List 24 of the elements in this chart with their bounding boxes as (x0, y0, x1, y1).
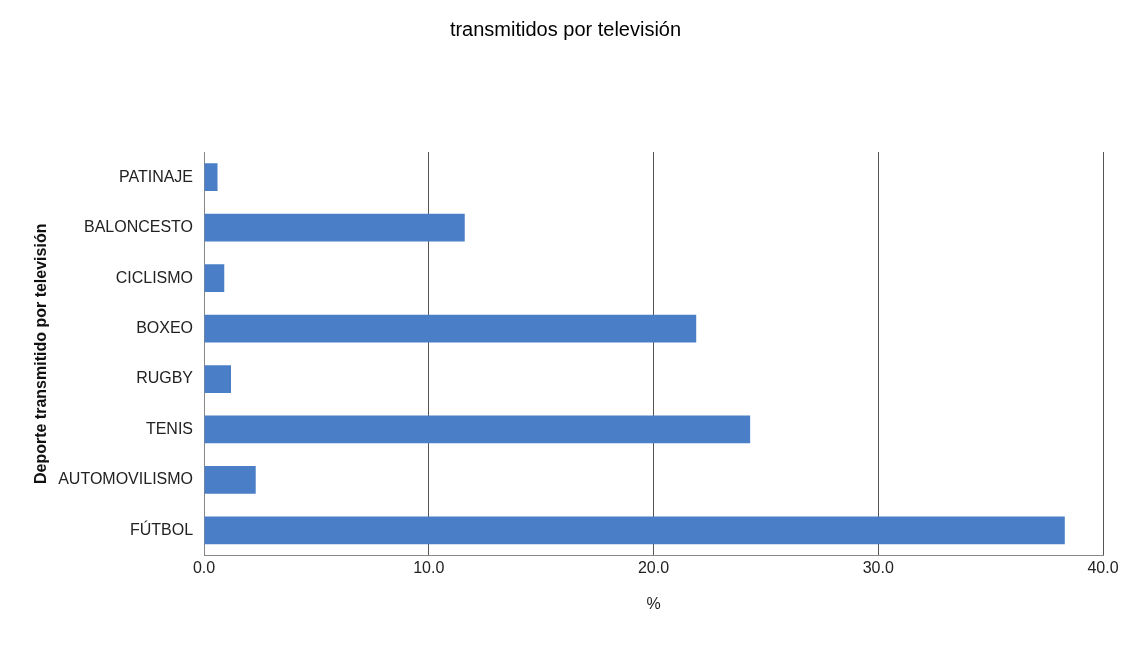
bar (204, 365, 232, 393)
x-tick-label: 10.0 (413, 558, 445, 576)
bar (204, 314, 697, 343)
x-tick-label: 0.0 (192, 558, 216, 576)
x-tick-label: 20.0 (637, 558, 670, 576)
y-tick-label: PATINAJE (118, 167, 194, 185)
y-tick-label: TENIS (145, 419, 194, 437)
y-tick-label: FÚTBOL (129, 519, 194, 538)
bar (204, 264, 225, 292)
y-tick-label: CICLISMO (115, 268, 194, 286)
bar (204, 163, 218, 192)
y-tick-label: RUGBY (136, 369, 194, 387)
y-tick-label: BOXEO (136, 318, 194, 336)
x-tick-label: 30.0 (862, 558, 894, 576)
x-tick-label: 40.0 (1087, 558, 1119, 576)
y-tick-label: BALONCESTO (83, 218, 194, 236)
bar (204, 415, 751, 444)
chart-title: transmitidos por televisión (449, 17, 682, 40)
y-tick-label: AUTOMOVILISMO (58, 470, 194, 488)
bar (204, 213, 465, 242)
bar (204, 466, 256, 494)
y-axis-title: Deporte transmitido por televisión (32, 223, 50, 485)
x-axis-title: % (646, 594, 661, 612)
bar (204, 516, 1065, 545)
